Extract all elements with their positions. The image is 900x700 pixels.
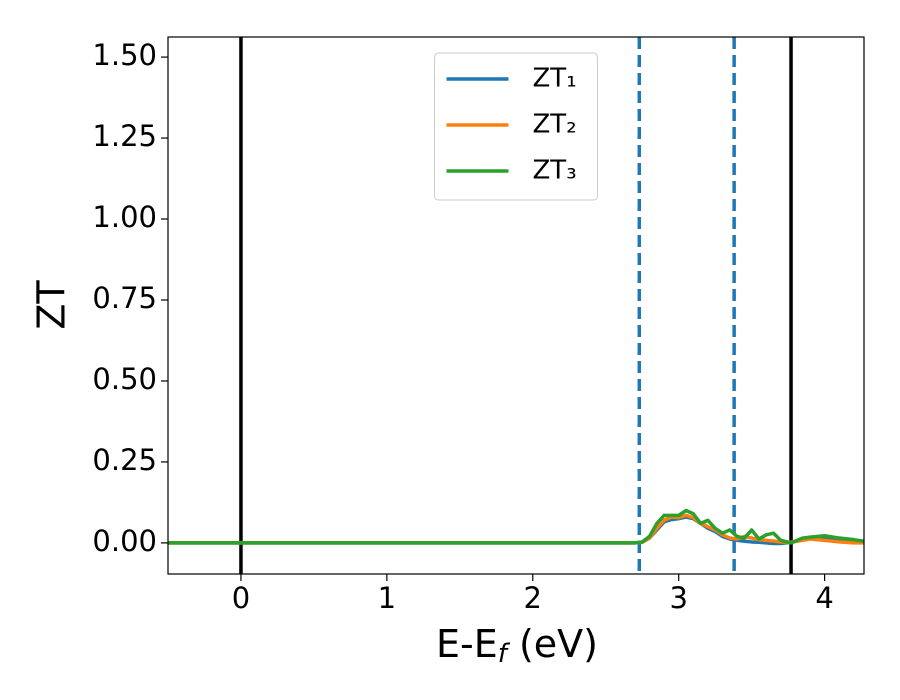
- x-tick-label: 1: [378, 581, 396, 615]
- y-tick-label: 0.75: [92, 281, 157, 315]
- x-tick-label: 2: [524, 581, 542, 615]
- x-label-part: E-E: [436, 622, 498, 666]
- y-axis-label: ZT: [30, 280, 74, 330]
- x-tick-label: 3: [669, 581, 687, 615]
- y-tick-label: 0.25: [92, 443, 157, 477]
- data-line: [168, 513, 864, 545]
- legend-label: ZT₁: [533, 64, 577, 94]
- legend: ZT₁ ZT₂ ZT₃: [434, 52, 598, 201]
- x-axis-label: E-Ef (eV): [436, 622, 598, 669]
- legend-label: ZT₃: [533, 156, 577, 186]
- x-tick-label: 4: [815, 581, 833, 615]
- plot-area: [168, 37, 864, 574]
- y-tick-label: 0.50: [92, 362, 157, 396]
- legend-label: ZT₂: [533, 110, 577, 140]
- data-line: [168, 508, 864, 545]
- x-label-part: (eV): [507, 622, 598, 666]
- legend-box: [434, 52, 598, 201]
- y-tick-label: 0.00: [92, 524, 157, 558]
- axes-frame: [167, 36, 865, 575]
- x-tick-label: 0: [232, 581, 250, 615]
- y-tick-label: 1.25: [92, 119, 157, 153]
- y-tick-label: 1.50: [92, 38, 157, 72]
- y-tick-label: 1.00: [92, 200, 157, 234]
